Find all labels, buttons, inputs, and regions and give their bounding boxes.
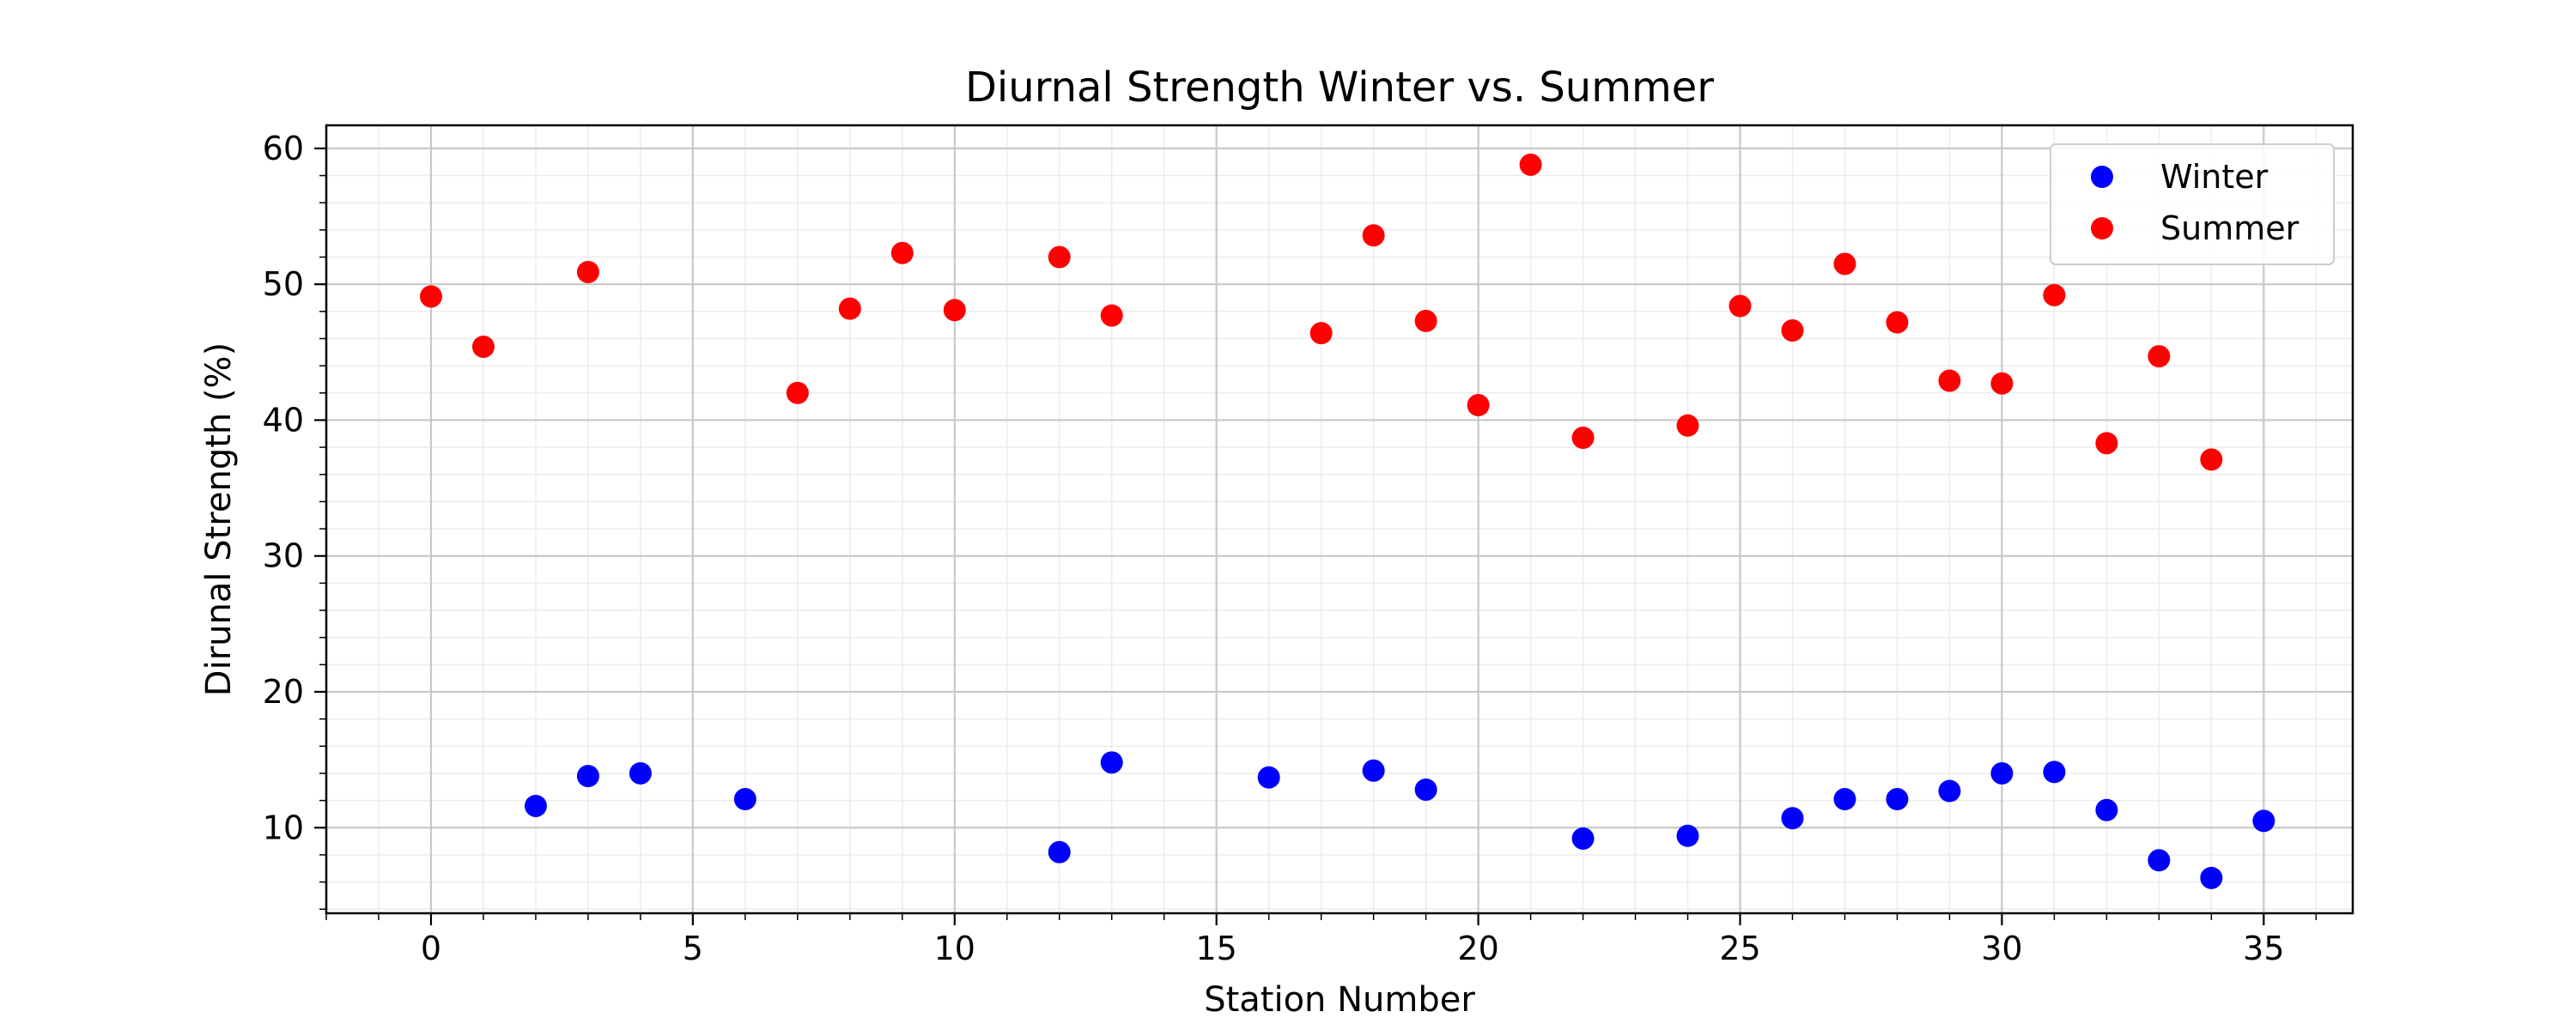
chart-title: Diurnal Strength Winter vs. Summer [965, 64, 1714, 112]
x-tick-label: 35 [2243, 930, 2284, 967]
winter-point [1257, 766, 1280, 789]
summer-point [838, 297, 861, 320]
x-tick-label: 30 [1981, 930, 2022, 967]
x-axis-title: Station Number [1204, 980, 1475, 1020]
y-tick-label: 50 [263, 265, 304, 303]
summer-point [1781, 318, 1804, 342]
x-tick-label: 15 [1196, 930, 1237, 967]
winter-point [1833, 788, 1856, 811]
y-tick-label: 20 [263, 673, 304, 711]
winter-point [2200, 866, 2223, 889]
y-axis-title: Dirunal Strength (%) [199, 342, 239, 696]
summer-point [1676, 414, 1699, 437]
x-tick-label: 25 [1719, 930, 1760, 967]
summer-point [2095, 432, 2118, 455]
summer-point [1728, 294, 1752, 318]
summer-point [1938, 369, 1961, 392]
winter-point [524, 794, 547, 817]
summer-point [2043, 283, 2066, 306]
winter-point [576, 765, 599, 788]
summer-point [1362, 224, 1385, 247]
plot-frame [325, 124, 2354, 915]
legend-label-summer: Summer [2160, 209, 2300, 247]
summer-point [890, 241, 914, 264]
summer-point [1414, 309, 1437, 332]
legend-marker-summer [2091, 217, 2113, 239]
legend-box [2050, 143, 2335, 265]
summer-point [943, 299, 966, 322]
winter-point [1938, 779, 1961, 803]
winter-point [1571, 827, 1595, 850]
winter-point [1886, 788, 1909, 811]
winter-point [629, 761, 652, 785]
summer-point [471, 335, 495, 358]
winter-point [1990, 761, 2014, 785]
x-tick-label: 5 [683, 930, 703, 967]
summer-point [1833, 252, 1856, 276]
summer-point [1100, 304, 1123, 327]
summer-point [786, 381, 809, 404]
summer-point [1571, 427, 1595, 450]
y-tick-label: 10 [263, 809, 304, 846]
summer-point [1886, 311, 1909, 334]
points-layer [419, 153, 2275, 889]
summer-point [2200, 448, 2223, 471]
legend: Winter Summer [2050, 143, 2335, 265]
winter-point [2095, 798, 2118, 821]
summer-point [1048, 245, 1071, 269]
x-tick-label: 20 [1457, 930, 1498, 967]
ticks-layer: 0 5 10 15 20 25 30 35 10 20 30 40 50 60 [263, 130, 2318, 967]
winter-point [2252, 809, 2275, 833]
winter-point [2043, 760, 2066, 784]
summer-point [1309, 322, 1333, 345]
x-tick-label: 10 [934, 930, 975, 967]
winter-point [733, 788, 756, 811]
winter-point [1048, 840, 1071, 863]
x-tick-label: 0 [421, 930, 441, 967]
summer-point [1519, 153, 1542, 176]
winter-point [1676, 824, 1699, 847]
legend-label-winter: Winter [2160, 158, 2269, 196]
winter-point [1100, 751, 1123, 774]
summer-point [576, 260, 599, 283]
y-tick-label: 40 [263, 401, 304, 439]
winter-point [1362, 759, 1385, 782]
winter-point [2148, 849, 2171, 872]
summer-point [1467, 394, 1490, 417]
summer-point [419, 285, 442, 308]
grid-layer [325, 125, 2353, 913]
winter-point [1414, 778, 1437, 801]
winter-point [1781, 807, 1804, 830]
summer-point [1990, 372, 2014, 395]
legend-marker-winter [2091, 166, 2113, 188]
y-tick-label: 30 [263, 537, 304, 575]
summer-point [2148, 345, 2171, 368]
y-tick-label: 60 [263, 130, 304, 167]
